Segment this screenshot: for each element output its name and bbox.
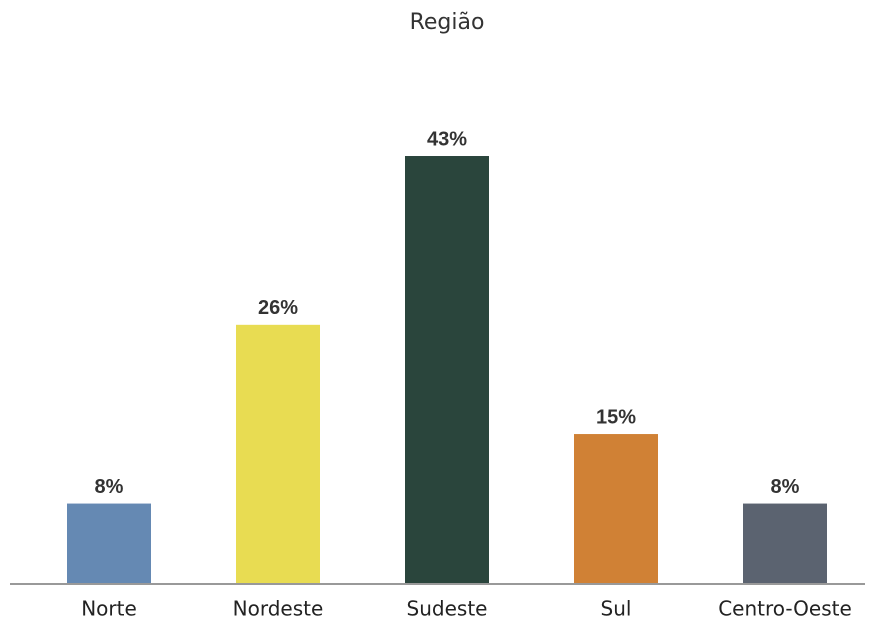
value-label: 8% bbox=[771, 476, 800, 498]
x-tick-label: Nordeste bbox=[233, 597, 324, 621]
chart-title: Região bbox=[410, 10, 485, 35]
bar bbox=[405, 156, 489, 583]
value-label: 26% bbox=[258, 297, 298, 319]
value-label: 43% bbox=[427, 128, 467, 150]
x-tick-label: Sudeste bbox=[407, 597, 488, 621]
x-tick-label: Sul bbox=[601, 597, 632, 621]
bar bbox=[743, 503, 827, 583]
value-label: 15% bbox=[596, 406, 636, 428]
value-label: 8% bbox=[95, 476, 124, 498]
bar bbox=[67, 503, 151, 583]
bar bbox=[574, 434, 658, 583]
x-tick-label: Centro-Oeste bbox=[718, 597, 852, 621]
bar bbox=[236, 324, 320, 583]
x-tick-label: Norte bbox=[81, 597, 137, 621]
